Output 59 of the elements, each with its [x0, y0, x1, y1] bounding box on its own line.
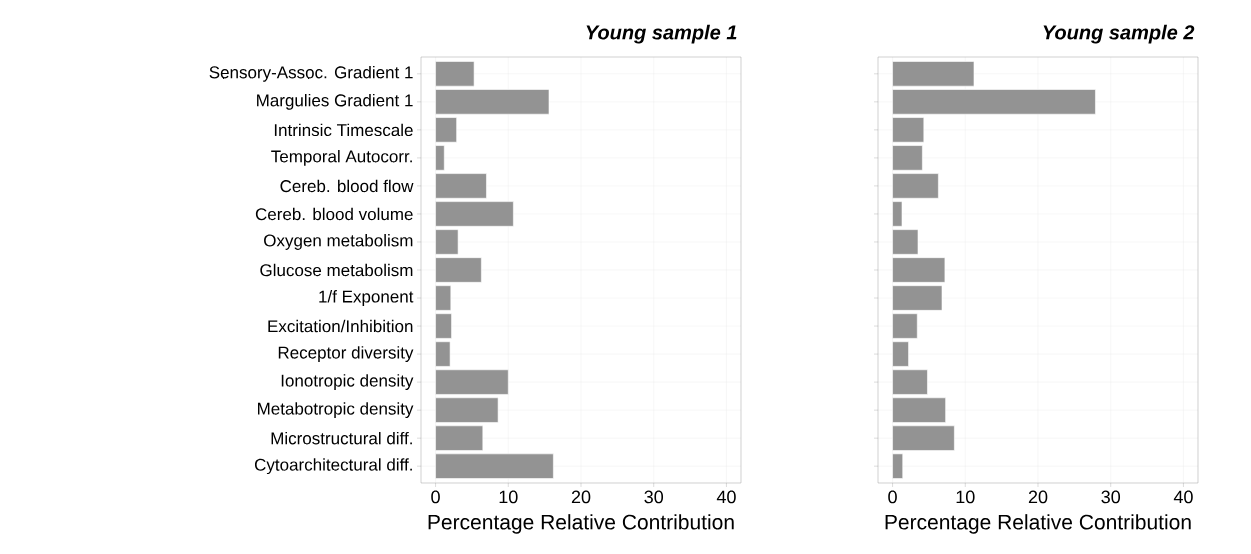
- x-tick-label: 10: [956, 490, 975, 504]
- chart-title: Young sample 2: [1043, 24, 1195, 44]
- bar: [435, 341, 451, 367]
- x-tick-label: 20: [571, 490, 591, 504]
- bar: [892, 425, 955, 451]
- bar: [892, 313, 918, 339]
- y-tick-label: Cereb. blood flow: [280, 179, 414, 193]
- bar: [892, 257, 946, 283]
- bar: [892, 369, 928, 395]
- x-tick-label: 40: [1173, 490, 1193, 504]
- x-axis-title: Percentage Relative Contribution: [885, 514, 1191, 534]
- y-tick-label: Oxygen metabolism: [264, 234, 413, 250]
- bar: [892, 229, 919, 255]
- y-tick-label: Ionotropic density: [281, 374, 414, 391]
- y-tick-label: Cereb. blood volume: [255, 207, 413, 221]
- y-tick-label: 1/f Exponent: [319, 290, 414, 306]
- y-tick-label: Intrinsic Timescale: [274, 123, 413, 137]
- y-tick-label: Sensory-Assoc. Gradient 1: [209, 65, 413, 82]
- x-tick-label: 0: [431, 490, 440, 504]
- y-tick-label: Glucose metabolism: [260, 263, 413, 277]
- x-tick-label: 10: [499, 490, 518, 504]
- bar: [892, 341, 909, 367]
- bar: [435, 201, 514, 227]
- bar: [435, 145, 445, 171]
- bar: [435, 229, 459, 255]
- x-tick-label: 30: [1101, 490, 1121, 504]
- x-tick-label: 40: [716, 490, 736, 504]
- bar: [435, 313, 452, 339]
- bar: [892, 145, 923, 171]
- bar: [435, 453, 554, 479]
- bar: [435, 257, 482, 283]
- y-tick-label: Margulies Gradient 1: [257, 93, 413, 110]
- bar: [435, 117, 457, 143]
- bar: [892, 89, 1096, 115]
- x-tick-label: 30: [644, 490, 664, 504]
- x-tick-label: 20: [1028, 490, 1048, 504]
- x-tick-label: 0: [888, 490, 897, 504]
- bar: [435, 89, 550, 115]
- bar: [435, 61, 475, 87]
- bar: [892, 173, 939, 199]
- bar: [892, 61, 975, 87]
- bar: [435, 425, 484, 451]
- bar: [435, 285, 452, 311]
- y-tick-label: Microstructural diff.: [271, 431, 412, 445]
- bar: [435, 397, 499, 423]
- bar: [435, 173, 487, 199]
- y-tick-label: Receptor diversity: [278, 346, 414, 362]
- bar: [892, 285, 943, 311]
- y-tick-label: Metabotropic density: [258, 402, 414, 419]
- y-tick-label: Temporal Autocorr.: [271, 149, 412, 166]
- bar: [435, 369, 509, 395]
- bar: [892, 453, 904, 479]
- bar: [892, 397, 946, 423]
- chart-title: Young sample 1: [586, 24, 737, 44]
- bar: [892, 117, 925, 143]
- y-tick-label: Cytoarchitectural diff.: [254, 458, 412, 475]
- y-tick-label: Excitation/Inhibition: [268, 319, 413, 333]
- bar: [892, 201, 903, 227]
- x-axis-title: Percentage Relative Contribution: [428, 514, 734, 534]
